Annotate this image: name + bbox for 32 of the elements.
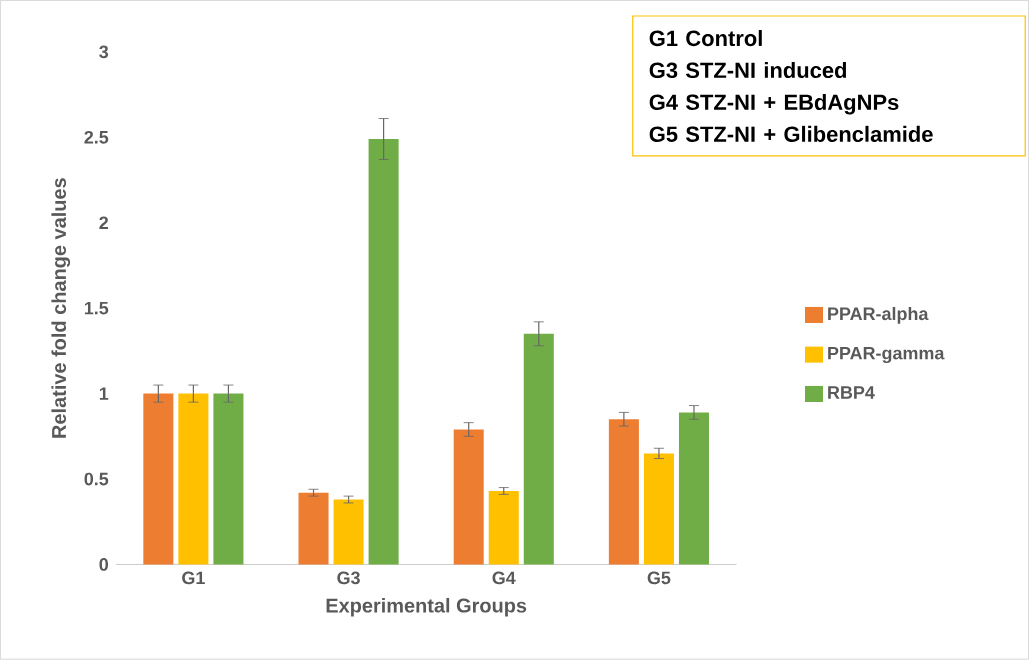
bar [368, 139, 399, 565]
bar [488, 491, 519, 565]
bar [643, 453, 674, 565]
legend-label: RBP4 [828, 386, 875, 399]
x-axis-title: Experimental Groups [326, 598, 527, 617]
y-tick-label: 0.5 [84, 472, 109, 486]
bar [178, 393, 209, 565]
y-tick-label: 2 [99, 216, 109, 230]
x-tick-label: G4 [492, 571, 516, 585]
y-tick-label: 0 [99, 558, 109, 572]
y-axis-title: Relative fold change values [51, 178, 71, 438]
legend-label: PPAR-alpha [828, 307, 929, 324]
bar [213, 393, 244, 565]
bar [298, 492, 329, 565]
annotation: G3 STZ-NI induced [649, 62, 847, 79]
bar [453, 429, 484, 565]
bar [608, 419, 639, 565]
text: G1 Control [649, 30, 762, 47]
bar [143, 393, 174, 565]
y-tick-label: 1.5 [84, 302, 109, 315]
bar [678, 412, 709, 565]
x-tick-label: G3 [337, 571, 360, 585]
x-tick-label: G5 [647, 571, 671, 585]
y-tick-label: 3 [99, 45, 109, 59]
annotation: G4 STZ-NI + EBdAgNPs [649, 94, 899, 115]
annotation: G5 STZ-NI + Glibenclamide [649, 126, 933, 143]
legend-label: PPAR-gamma [828, 347, 945, 364]
x-tick-label: G1 [182, 571, 205, 585]
y-tick-label: 2.5 [84, 131, 109, 144]
y-tick-label: 1 [99, 387, 109, 400]
bar [523, 334, 554, 565]
bar [333, 499, 364, 565]
